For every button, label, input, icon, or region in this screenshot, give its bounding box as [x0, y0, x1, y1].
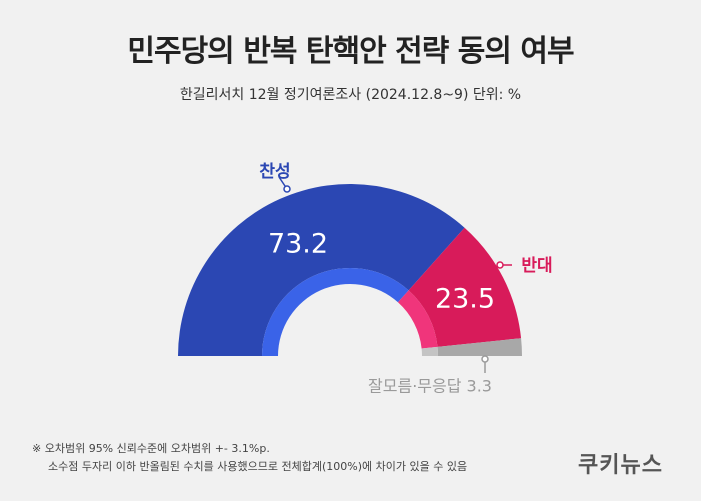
brand-logo-text: 쿠키뉴스 — [578, 453, 663, 478]
chart-subtitle: 한길리서치 12월 정기여론조사 (2024.12.8~9) 단위: % — [179, 87, 522, 103]
footnote-margin-of-error: ※ 오차범위 95% 신뢰수준에 오차범위 +- 3.1%p. — [32, 442, 270, 455]
category-label-2: 잘모름·무응답 3.3 — [368, 377, 492, 396]
slice-inner-ring-1 — [397, 290, 438, 349]
chart-title: 민주당의 반복 탄핵안 전략 동의 여부 — [127, 34, 574, 69]
slice-0 — [178, 184, 465, 356]
category-label-0: 찬성 — [259, 162, 290, 182]
slice-inner-ring-0 — [262, 268, 409, 356]
leader-dot-2 — [481, 355, 489, 363]
slice-inner-ring-2 — [421, 346, 439, 356]
footnote-rounding: 소수점 두자리 이하 반올림된 수치를 사용했으므로 전체합계(100%)에 차… — [48, 460, 468, 473]
slice-2 — [437, 338, 522, 356]
value-label-1: 23.5 — [435, 284, 495, 315]
value-label-0: 73.2 — [268, 229, 328, 260]
leader-dot-0 — [283, 185, 291, 193]
category-label-1: 반대 — [521, 256, 552, 276]
slice-1 — [408, 227, 522, 347]
leader-dot-1 — [496, 261, 504, 269]
